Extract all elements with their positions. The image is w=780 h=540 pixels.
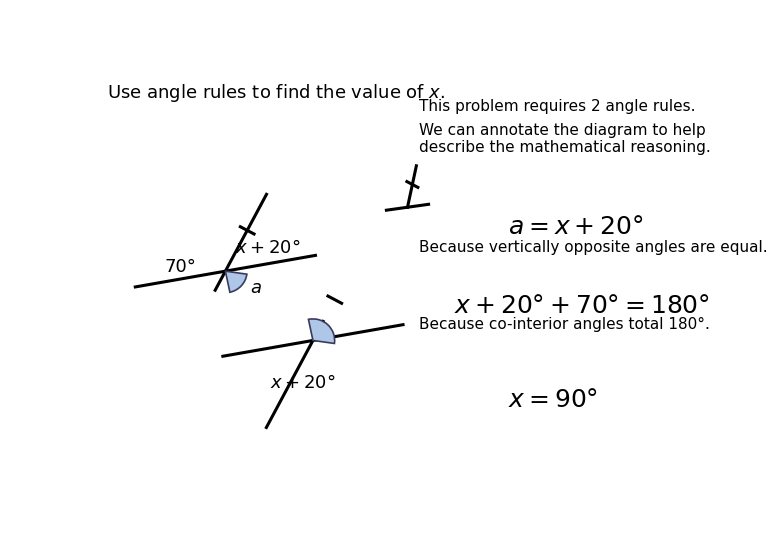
Text: $a = x + 20°$: $a = x + 20°$	[509, 215, 644, 239]
Text: We can annotate the diagram to help
describe the mathematical reasoning.: We can annotate the diagram to help desc…	[419, 123, 711, 155]
Wedge shape	[225, 271, 246, 292]
Text: $x = 90°$: $x = 90°$	[509, 388, 598, 412]
Text: Because vertically opposite angles are equal.: Because vertically opposite angles are e…	[419, 240, 768, 255]
Text: 70°: 70°	[165, 258, 197, 276]
Text: $x + 20°$: $x + 20°$	[235, 239, 300, 257]
Text: Because co-interior angles total 180°.: Because co-interior angles total 180°.	[419, 318, 710, 333]
Text: $x + 20°$: $x + 20°$	[271, 374, 336, 392]
Text: This problem requires 2 angle rules.: This problem requires 2 angle rules.	[419, 99, 696, 114]
Text: Use angle rules to find the value of $x$.: Use angle rules to find the value of $x$…	[107, 82, 445, 104]
Wedge shape	[308, 319, 335, 343]
Text: $a$: $a$	[250, 279, 262, 297]
Text: $x + 20° + 70° = 180°$: $x + 20° + 70° = 180°$	[454, 294, 710, 318]
